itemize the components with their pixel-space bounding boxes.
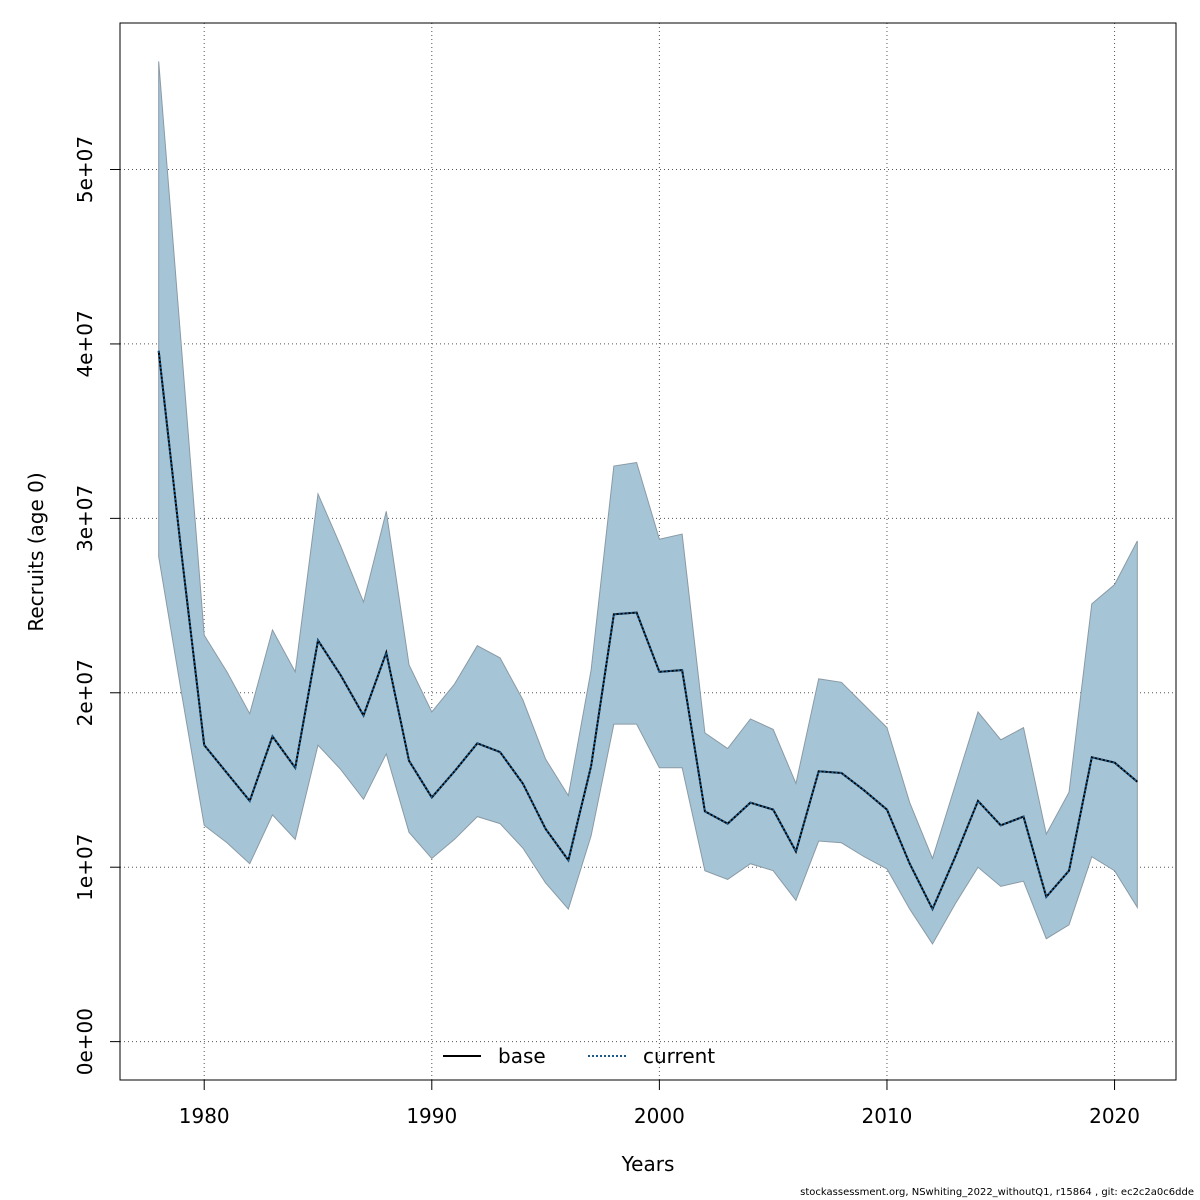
y-tick-label-1e+07: 1e+07 <box>73 834 97 901</box>
series-lines-layer <box>157 350 1138 912</box>
x-axis-title: Years <box>621 1152 675 1176</box>
y-tick-label-4e+07: 4e+07 <box>73 310 97 377</box>
confidence-band-layer <box>158 61 1138 945</box>
x-tick-label-2000: 2000 <box>634 1104 685 1128</box>
legend-label-base: base <box>498 1044 546 1068</box>
x-tick-label-2010: 2010 <box>862 1104 913 1128</box>
y-tick-label-5e+07: 5e+07 <box>73 136 97 203</box>
legend: base current <box>443 1044 715 1068</box>
x-axis: 1980 1990 2000 2010 2020 <box>179 1079 1140 1128</box>
x-tick-label-1990: 1990 <box>406 1104 457 1128</box>
y-axis-title: Recruits (age 0) <box>24 472 48 631</box>
series-line-current <box>157 350 1138 912</box>
legend-label-current: current <box>643 1044 715 1068</box>
x-tick-label-1980: 1980 <box>179 1104 230 1128</box>
y-tick-label-3e+07: 3e+07 <box>73 485 97 552</box>
confidence-band <box>158 61 1138 945</box>
y-tick-label-0e+00: 0e+00 <box>73 1008 97 1075</box>
y-tick-label-2e+07: 2e+07 <box>73 659 97 726</box>
x-tick-label-2020: 2020 <box>1089 1104 1140 1128</box>
y-axis: 0e+00 1e+07 2e+07 3e+07 4e+07 5e+07 <box>73 136 121 1075</box>
footer-credit: stockassessment.org, NSwhiting_2022_with… <box>800 1187 1194 1198</box>
